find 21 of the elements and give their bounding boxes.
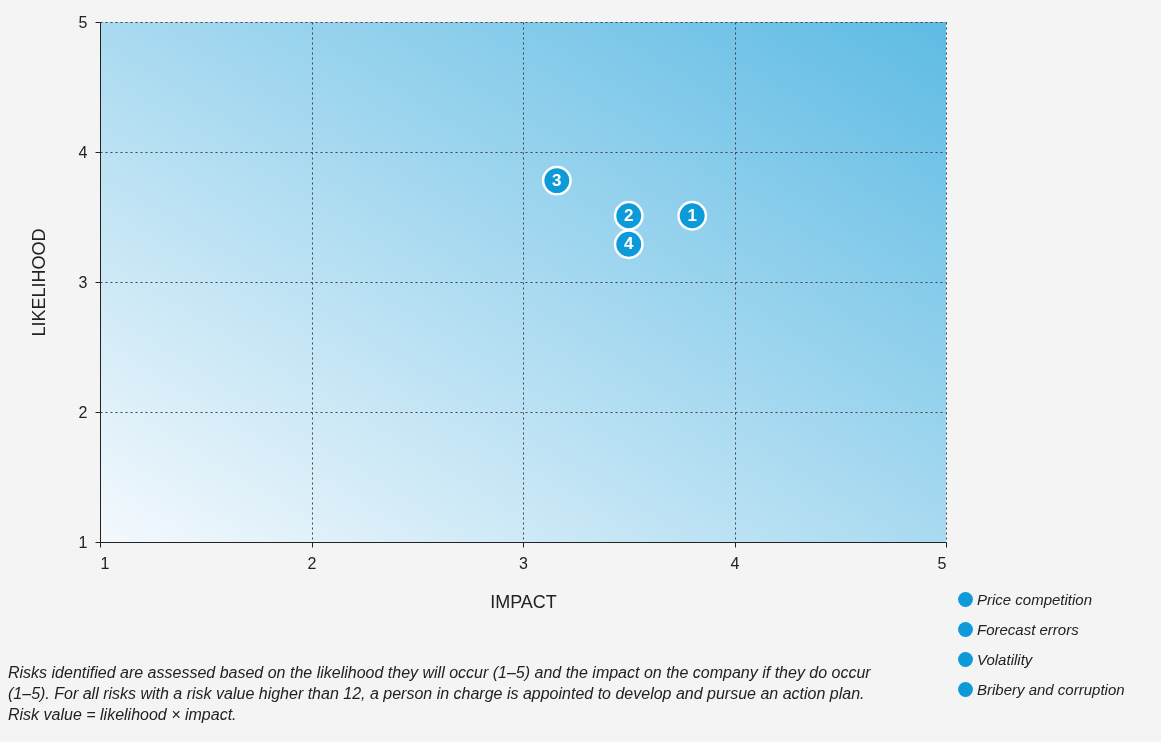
text: Risks identified are assessed based on the likelihood they will occur (1–5) and the impact on the company if they do occur (1–5). For all risks with a risk value higher than 12, a person in charge is appointed to develop and pursue an action plan. Risk value = likelihood × impact. xyxy=(8,663,872,725)
x-tick-label: 2 xyxy=(307,554,317,572)
annotation: 1 xyxy=(687,205,697,225)
x-tick-label: 3 xyxy=(519,554,529,572)
legend-label: Forecast errors xyxy=(977,620,1080,638)
annotation: 2 xyxy=(624,205,634,225)
annotation: 3 xyxy=(552,170,562,190)
y-tick-label: 1 xyxy=(78,533,88,551)
y-tick-label: 4 xyxy=(78,143,88,161)
x-axis-title: IMPACT xyxy=(490,591,557,612)
y-axis-title: LIKELIHOOD xyxy=(28,228,49,337)
y-tick-label: 3 xyxy=(78,273,88,291)
x-tick-label: 5 xyxy=(937,554,947,572)
x-tick-label: 4 xyxy=(730,554,740,572)
legend-label: Bribery and corruption xyxy=(977,680,1125,698)
y-tick-label: 5 xyxy=(78,13,88,31)
x-tick-label: 1 xyxy=(100,554,110,572)
legend-label: Price competition xyxy=(977,590,1093,608)
annotation: 4 xyxy=(624,234,635,254)
y-tick-label: 2 xyxy=(78,403,88,421)
legend-label: Volatility xyxy=(977,650,1034,668)
